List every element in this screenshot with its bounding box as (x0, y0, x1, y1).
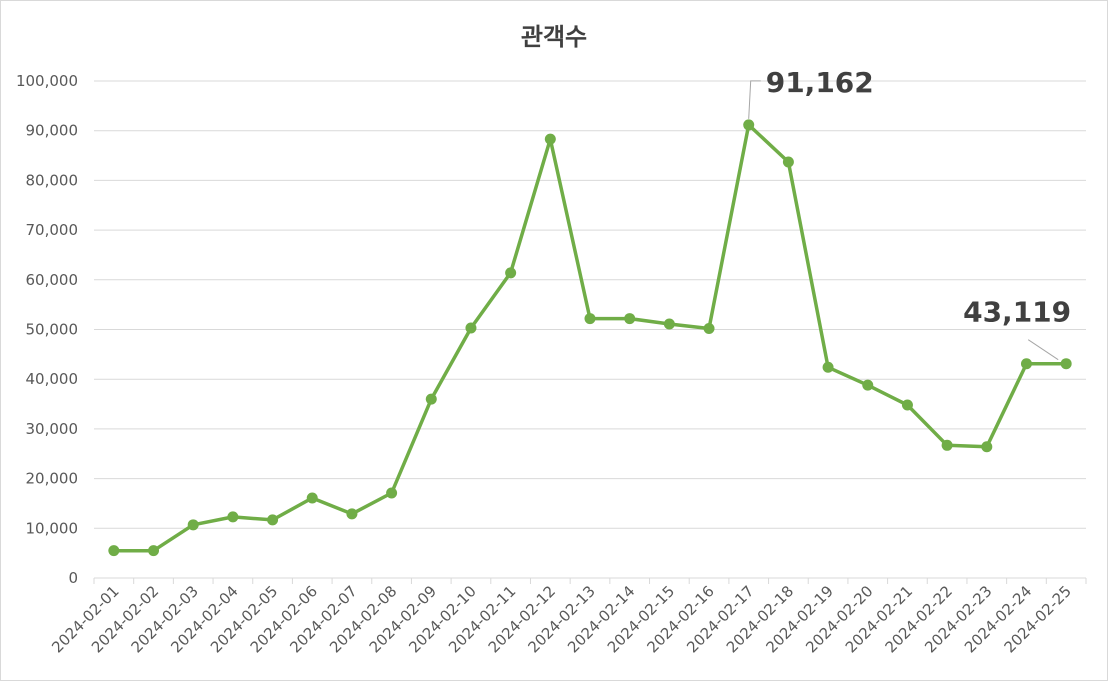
y-axis-ticks: 0 10,000 20,000 30,000 40,000 50,000 60,000 70,… (16, 72, 78, 587)
y-tick-label: 40,000 (26, 370, 79, 388)
data-point (346, 508, 358, 520)
y-tick-label: 90,000 (26, 122, 79, 140)
gridlines (94, 80, 1086, 529)
data-point (465, 322, 477, 334)
data-label-leader (1027, 339, 1059, 361)
data-point (901, 399, 913, 411)
data-point (306, 492, 318, 504)
data-point (187, 519, 199, 531)
data-label: 91,162 (766, 66, 874, 99)
series-points (108, 119, 1072, 557)
data-point (1020, 358, 1032, 370)
data-label: 43,119 (963, 296, 1071, 329)
data-point (1060, 358, 1072, 370)
axes (93, 577, 1087, 584)
data-point (703, 323, 715, 335)
series-line (112, 123, 1068, 553)
y-tick-label: 70,000 (26, 221, 79, 239)
data-point (822, 361, 834, 373)
data-point (663, 318, 675, 330)
data-point (267, 514, 279, 526)
data-point (782, 156, 794, 168)
data-labels: 91,162 43,119 (748, 66, 1071, 361)
data-point (981, 441, 993, 453)
y-tick-label: 30,000 (26, 420, 79, 438)
data-point (148, 545, 160, 557)
x-axis-ticks: 2024-02-012024-02-022024-02-032024-02-04… (48, 582, 1075, 656)
data-point (862, 379, 874, 391)
data-point (624, 313, 636, 325)
chart-title: 관객수 (521, 23, 587, 51)
data-point (544, 133, 556, 145)
y-tick-label: 80,000 (26, 171, 79, 189)
data-point (584, 313, 596, 325)
data-point (386, 487, 398, 499)
data-point (425, 393, 437, 405)
data-point (227, 511, 239, 523)
data-point (505, 267, 517, 279)
y-tick-label: 20,000 (26, 470, 79, 488)
y-tick-label: 60,000 (26, 271, 79, 289)
y-tick-label: 0 (68, 569, 78, 587)
y-tick-label: 10,000 (26, 519, 79, 537)
y-tick-label: 50,000 (26, 321, 79, 339)
data-label-leader (748, 80, 761, 119)
data-point (941, 439, 953, 451)
data-point (108, 545, 120, 557)
y-tick-label: 100,000 (16, 72, 78, 90)
data-point (743, 119, 755, 131)
series-lines (112, 123, 1068, 553)
